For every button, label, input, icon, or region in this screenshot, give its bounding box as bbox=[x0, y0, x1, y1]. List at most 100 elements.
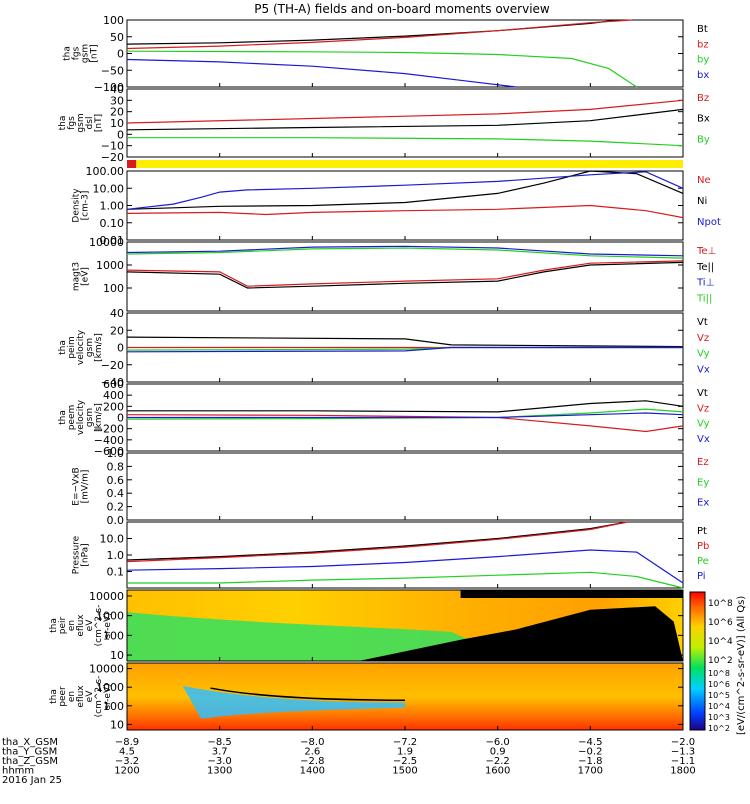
y-axis-label-line: dsl bbox=[85, 117, 95, 130]
y-tick-label: 10000 bbox=[89, 236, 124, 249]
y-tick-label: 0.10 bbox=[100, 217, 125, 230]
x-tick-label: 1200 bbox=[114, 766, 139, 777]
x-axis-row-label: tha_X_GSM bbox=[2, 737, 58, 748]
y-tick-label: −200 bbox=[94, 423, 124, 436]
y-axis-label-line: peir bbox=[58, 616, 68, 634]
y-tick-label: 1.0 bbox=[107, 447, 125, 460]
series-line-bx bbox=[126, 58, 517, 88]
y-axis-label-line: (cm^2-s- bbox=[94, 676, 104, 718]
y-tick-label: −400 bbox=[94, 434, 124, 447]
y-tick-label: 40 bbox=[110, 83, 124, 96]
series-line-bz bbox=[126, 19, 633, 50]
y-axis-label: tha fgs gsm dsl [nT] bbox=[58, 113, 104, 132]
spectrogram-top-dropout bbox=[460, 590, 683, 598]
x-tick-label: 1600 bbox=[485, 766, 510, 777]
y-tick-label: 0.4 bbox=[107, 487, 125, 500]
y-axis-label-line: [nT] bbox=[94, 114, 104, 132]
y-axis-label: E=−VxB [mV/m] bbox=[72, 467, 91, 505]
colorbar-tick-label: 10^8 bbox=[708, 599, 733, 609]
y-tick-label: 200 bbox=[103, 400, 124, 413]
y-axis-label-line: Pressure bbox=[72, 535, 82, 574]
legend-label: Vt bbox=[697, 317, 708, 328]
legend-label: Vz bbox=[697, 403, 709, 414]
legend-label: Te|| bbox=[696, 262, 714, 273]
series-line-ti bbox=[126, 245, 684, 257]
y-axis-label-line: gsm bbox=[85, 338, 95, 357]
y-axis-label-line: [nPa] bbox=[81, 543, 91, 566]
y-tick-label: 10 bbox=[110, 649, 124, 662]
series-line-te bbox=[126, 261, 684, 289]
y-axis-label: tha fgs gsm [nT] bbox=[63, 44, 100, 63]
x-tick-label: −8.5 bbox=[208, 737, 232, 748]
y-tick-label: 10.00 bbox=[93, 182, 125, 195]
series-line-vx bbox=[126, 346, 683, 353]
y-tick-label: 0 bbox=[117, 48, 124, 61]
panel-5: 10000 1000 100 magt3 [eV] Te⊥ Te|| Ti⊥ Ti|| bbox=[72, 236, 716, 312]
panel-3 bbox=[127, 160, 683, 168]
series-line-by bbox=[126, 50, 638, 88]
y-axis-label-line: [km/s] bbox=[94, 333, 104, 362]
panel-8: 1.00.80.60.40.20.0 E=−VxB [mV/m] Ez Ey Ex bbox=[72, 447, 710, 527]
plot-title: P5 (TH-A) fields and on-board moments ov… bbox=[254, 2, 550, 16]
y-axis-label-line: gsm bbox=[76, 113, 86, 132]
series-group bbox=[126, 170, 684, 219]
y-axis-label: tha peir en eflux eV (cm^2-s-sr-eV) bbox=[49, 605, 113, 647]
y-tick-label: 10000 bbox=[89, 590, 124, 603]
panel-frame bbox=[126, 170, 684, 241]
y-tick-label: 1000 bbox=[96, 610, 124, 623]
y-tick-label: 100 bbox=[103, 282, 124, 295]
x-axis-row-label: hhmm bbox=[2, 766, 34, 777]
y-tick-label: 20 bbox=[110, 324, 124, 337]
y-axis-label-line: tha bbox=[49, 618, 59, 633]
colorbar-tick-label: 10^4 bbox=[708, 637, 733, 647]
y-axis-label-line: eV bbox=[85, 690, 95, 703]
colorbar-tick-label: 10^6 bbox=[708, 618, 733, 628]
panel-10: 10000 1000 100 10 tha peir en eflux eV (cm^2-s-sr… bbox=[49, 589, 684, 662]
x-tick-label: −1.8 bbox=[578, 756, 602, 767]
x-tick-label: 3.7 bbox=[212, 747, 228, 758]
y-tick-label: 0 bbox=[117, 412, 124, 425]
x-tick-label: −8.0 bbox=[300, 737, 324, 748]
legend-label: Te⊥ bbox=[696, 246, 716, 257]
y-tick-label: 1000 bbox=[96, 681, 124, 694]
legend-label: Vx bbox=[697, 364, 710, 375]
y-axis-label-line: [eV] bbox=[81, 267, 91, 286]
y-tick-label: 100.00 bbox=[86, 165, 125, 178]
y-tick-label: −40 bbox=[101, 376, 124, 389]
mode-bar-segment bbox=[127, 160, 137, 168]
y-axis-label-line: (cm^2-s- bbox=[94, 605, 104, 647]
y-axis-label: Pressure [nPa] bbox=[72, 535, 91, 574]
colorbar-tick-label: 10^4 bbox=[708, 702, 730, 711]
x-tick-label: −3.0 bbox=[208, 756, 232, 767]
x-tick-label: 1300 bbox=[207, 766, 232, 777]
y-axis-label-line: peem bbox=[67, 405, 77, 431]
colorbar-label: [eV/(cm^2-s-sr-eV)] (All Qs) bbox=[736, 596, 747, 735]
legend-label: By bbox=[697, 134, 710, 145]
series-group bbox=[126, 19, 638, 88]
y-axis-label-line: [cm-3] bbox=[81, 191, 91, 221]
y-tick-label: −100 bbox=[94, 81, 124, 94]
y-axis-label: magt3 [eV] bbox=[72, 262, 91, 291]
y-tick-label: 40 bbox=[110, 307, 124, 320]
series-line-vy bbox=[126, 408, 684, 420]
y-tick-label: 30 bbox=[110, 94, 124, 107]
x-tick-label: −1.1 bbox=[671, 756, 695, 767]
colorbar-tick-label: 10^5 bbox=[708, 691, 730, 700]
series-line-pb bbox=[126, 521, 628, 563]
series-group bbox=[126, 99, 684, 147]
series-line-ti bbox=[126, 247, 684, 259]
y-axis-label-line: tha bbox=[58, 340, 68, 355]
series-line-bt bbox=[126, 19, 619, 45]
x-axis-date: 2016 Jan 25 bbox=[2, 775, 62, 786]
y-axis-label-line: E=−VxB bbox=[72, 467, 82, 505]
y-tick-label: 600 bbox=[103, 378, 124, 391]
y-axis-label-line: en bbox=[67, 691, 77, 702]
y-tick-label: 400 bbox=[103, 389, 124, 402]
colorbar-tick-label: 10^3 bbox=[708, 713, 730, 722]
mode-bar-segment bbox=[136, 160, 683, 168]
series-line-vz bbox=[126, 414, 684, 433]
y-tick-label: 0.1 bbox=[107, 566, 125, 579]
